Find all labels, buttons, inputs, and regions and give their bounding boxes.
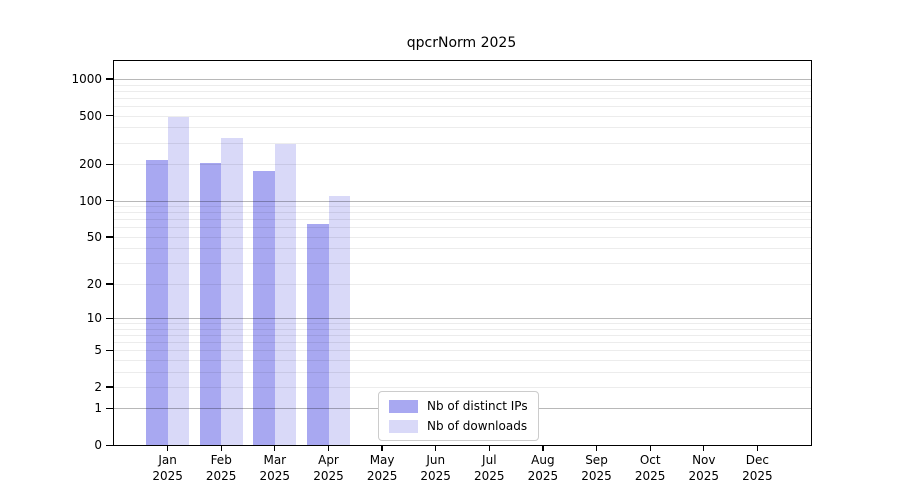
gridline-10 (114, 318, 811, 319)
y-tick-mark-50 (106, 236, 113, 238)
x-tick-label-may: May 2025 (366, 453, 398, 483)
y-tick-mark-20 (106, 283, 113, 285)
bar-downloads-mar (274, 143, 297, 445)
bar-downloads-jan (167, 116, 190, 445)
x-tick-label-apr: Apr 2025 (313, 453, 344, 483)
bar-downloads-apr (328, 196, 350, 445)
legend-swatch-distinct-ips-icon (389, 399, 418, 413)
gridline-30 (114, 263, 811, 265)
y-tick-label-2: 2 (94, 379, 102, 394)
legend-label-distinct-ips: Nb of distinct IPs (427, 399, 528, 413)
legend-label-downloads: Nb of downloads (427, 419, 528, 433)
y-tick-label-200: 200 (79, 157, 102, 171)
gridline-7 (114, 334, 811, 336)
bar-distinct-ips-apr (307, 223, 329, 445)
x-tick-mark-mar (274, 445, 276, 451)
gridline-80 (114, 212, 811, 214)
gridline-5 (114, 350, 811, 352)
x-tick-mark-aug (542, 445, 544, 451)
gridline-900 (114, 84, 811, 86)
y-tick-mark-200 (106, 163, 113, 165)
grid-layer (114, 61, 811, 445)
x-tick-mark-jun (435, 445, 437, 451)
y-tick-label-10: 10 (86, 311, 102, 325)
y-tick-label-0: 0 (94, 438, 102, 452)
x-tick-label-feb: Feb 2025 (205, 453, 237, 483)
x-tick-mark-may (381, 445, 383, 451)
y-tick-mark-1 (106, 407, 113, 410)
x-tick-mark-nov (703, 445, 705, 451)
x-tick-label-jul: Jul 2025 (474, 453, 505, 483)
plot-area: 0 1 2 5 10 20 50 100 200 500 1000 Jan 2025 Feb 2025 Ma… (71, 60, 812, 483)
gridline-2 (114, 386, 811, 388)
gridline-300 (114, 142, 811, 144)
gridline-60 (114, 227, 811, 229)
y-tick-label-50: 50 (86, 229, 102, 244)
y-axis: 0 1 2 5 10 20 50 100 200 500 1000 (71, 61, 811, 452)
y-tick-mark-1000 (106, 78, 113, 80)
gridline-9 (114, 323, 811, 324)
x-tick-mark-feb (220, 445, 222, 451)
gridline-70 (114, 219, 811, 221)
gridline-200 (114, 164, 811, 165)
gridline-40 (114, 248, 811, 250)
gridline-400 (114, 127, 811, 129)
x-tick-label-nov: Nov 2025 (688, 453, 720, 483)
x-tick-mark-oct (649, 445, 651, 451)
y-tick-label-500: 500 (79, 108, 102, 123)
x-tick-label-jan: Jan 2025 (152, 453, 183, 483)
gridline-20 (114, 283, 811, 285)
gridline-1000 (114, 78, 811, 80)
x-tick-label-sep: Sep 2025 (581, 453, 612, 483)
legend-swatch-downloads-icon (389, 419, 418, 433)
x-tick-mark-sep (595, 445, 598, 451)
x-tick-mark-apr (327, 445, 330, 451)
legend-item-distinct-ips: Nb of distinct IPs (389, 399, 528, 413)
gridline-90 (114, 206, 811, 207)
gridline-6 (114, 341, 811, 343)
y-tick-mark-500 (106, 115, 113, 117)
y-tick-mark-100 (106, 200, 113, 202)
x-tick-label-dec: Dec 2025 (742, 453, 773, 483)
y-tick-label-20: 20 (86, 276, 102, 291)
legend: Nb of distinct IPs Nb of downloads (378, 391, 539, 441)
gridline-800 (114, 90, 811, 92)
x-tick-label-mar: Mar 2025 (259, 453, 291, 483)
x-tick-label-oct: Oct 2025 (634, 453, 666, 483)
bar-distinct-ips-mar (253, 171, 275, 445)
gridline-3 (114, 371, 811, 373)
bars-layer (114, 61, 811, 445)
y-tick-label-1: 1 (94, 401, 102, 416)
x-tick-mark-jan (166, 445, 169, 451)
y-tick-label-5: 5 (94, 343, 102, 358)
x-tick-mark-dec (756, 445, 759, 451)
bar-distinct-ips-jan (146, 159, 168, 445)
x-tick-label-aug: Aug 2025 (527, 453, 559, 483)
y-tick-label-100: 100 (79, 193, 102, 208)
legend-item-downloads: Nb of downloads (389, 419, 528, 433)
gridline-50 (114, 236, 811, 238)
y-tick-mark-5 (106, 349, 113, 351)
gridline-500 (114, 115, 811, 117)
x-tick-label-jun: Jun 2025 (420, 453, 451, 483)
chart-title: qpcrNorm 2025 (406, 35, 517, 51)
y-tick-mark-0 (106, 444, 113, 446)
y-tick-mark-2 (106, 386, 113, 388)
gridline-600 (114, 106, 811, 107)
gridline-700 (114, 97, 811, 99)
gridline-100 (114, 200, 811, 202)
y-tick-label-1000: 1000 (71, 71, 102, 86)
x-axis: Jan 2025 Feb 2025 Mar 2025 Apr 2025 May 2025 Jun 20… (114, 61, 811, 483)
gridline-8 (114, 328, 811, 330)
bar-downloads-feb (221, 138, 243, 445)
y-tick-mark-10 (106, 317, 113, 319)
x-tick-mark-jul (488, 445, 490, 451)
bar-distinct-ips-feb (199, 163, 222, 445)
gridline-4 (114, 359, 811, 361)
